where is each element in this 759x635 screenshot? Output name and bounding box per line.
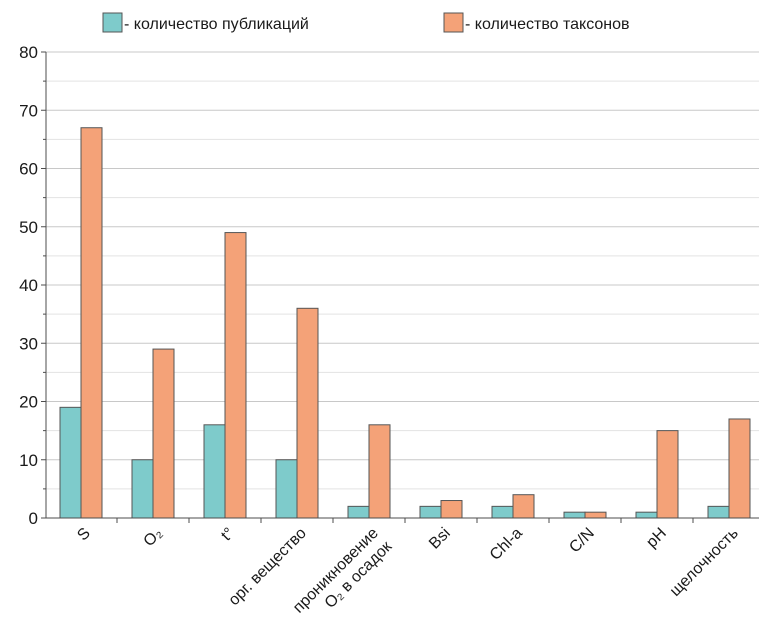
y-tick-label: 70 (19, 101, 38, 120)
x-tick-label: S (74, 525, 94, 545)
y-tick-label: 30 (19, 334, 38, 353)
bar-publications (59, 406, 82, 519)
bar-publications (707, 505, 730, 519)
legend-swatch (443, 12, 464, 33)
legend: - количество публикаций - количество такс… (102, 12, 630, 33)
y-tick-label: 20 (19, 393, 38, 412)
bar-taxa (512, 494, 535, 519)
bar-publications (347, 505, 370, 519)
legend-label: - количество публикаций (124, 16, 309, 33)
x-tick-label: Bsi (426, 525, 454, 553)
y-tick-label: 50 (19, 218, 38, 237)
bar-taxa (656, 430, 679, 519)
bars (59, 127, 751, 519)
bar-publications (203, 424, 226, 519)
bar-taxa (224, 232, 247, 519)
x-tick-label: pH (643, 525, 669, 551)
bar-publications (635, 511, 658, 519)
y-tick-label: 40 (19, 276, 38, 295)
y-tick-label: 0 (29, 509, 38, 528)
bar-publications (563, 511, 586, 519)
y-tick-label: 10 (19, 451, 38, 470)
y-tick-label: 60 (19, 160, 38, 179)
bar-taxa (152, 348, 175, 519)
x-tick-label: C/N (566, 525, 598, 557)
x-tick-label: щелочность (667, 525, 742, 600)
bar-taxa (584, 511, 607, 519)
x-tick-label: O₂ (141, 525, 166, 550)
x-tick-label: Chl-a (487, 525, 526, 564)
bar-taxa (440, 500, 463, 519)
bar-publications (131, 459, 154, 519)
bar-publications (275, 459, 298, 519)
bar-taxa (368, 424, 391, 519)
bar-publications (419, 505, 442, 519)
y-tick-label: 80 (19, 43, 38, 62)
y-axis: 0 10 20 30 40 50 60 70 80 (19, 43, 47, 528)
legend-swatch (102, 12, 123, 33)
legend-label: - количество таксонов (465, 16, 630, 33)
bar-publications (491, 505, 514, 519)
bar-taxa (80, 127, 103, 519)
x-tick-label: t° (218, 525, 238, 545)
bar-taxa (728, 418, 751, 519)
bar-taxa (296, 307, 319, 519)
